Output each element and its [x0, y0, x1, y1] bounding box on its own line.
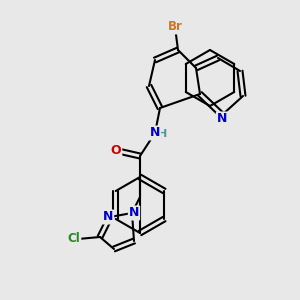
Text: Cl: Cl	[68, 232, 80, 245]
Text: N: N	[129, 206, 139, 220]
Text: H: H	[158, 129, 168, 139]
Text: N: N	[103, 211, 113, 224]
Text: O: O	[111, 145, 121, 158]
Text: N: N	[150, 127, 160, 140]
Text: Br: Br	[168, 20, 182, 34]
Text: N: N	[217, 112, 227, 125]
